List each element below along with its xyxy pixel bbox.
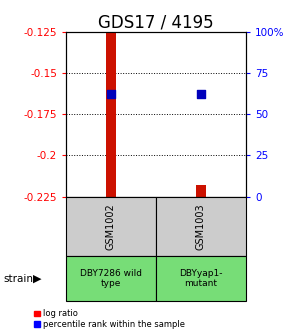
- Text: DBYyap1-
mutant: DBYyap1- mutant: [179, 269, 223, 288]
- Text: GSM1002: GSM1002: [106, 203, 116, 250]
- Title: GDS17 / 4195: GDS17 / 4195: [98, 14, 214, 32]
- Bar: [196, 185, 206, 197]
- Bar: [66, 256, 156, 301]
- Text: ▶: ▶: [33, 274, 41, 284]
- Bar: [106, 32, 116, 197]
- Text: DBY7286 wild
type: DBY7286 wild type: [80, 269, 142, 288]
- Point: [109, 92, 113, 97]
- Text: strain: strain: [3, 274, 33, 284]
- Bar: [156, 197, 246, 256]
- Bar: [66, 197, 156, 256]
- Text: GSM1003: GSM1003: [196, 203, 206, 250]
- Point: [199, 92, 203, 97]
- Legend: log ratio, percentile rank within the sample: log ratio, percentile rank within the sa…: [34, 309, 185, 329]
- Bar: [156, 256, 246, 301]
